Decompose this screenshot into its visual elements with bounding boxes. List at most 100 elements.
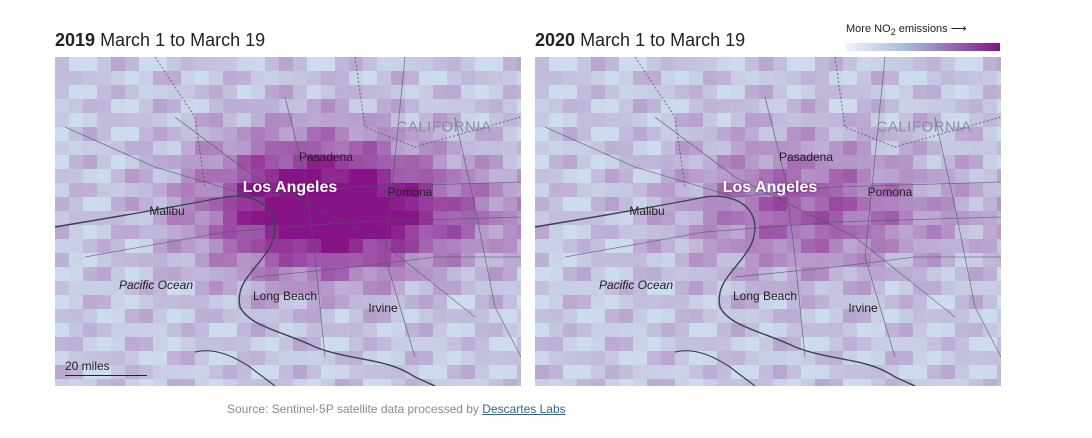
heat-cell	[265, 379, 279, 386]
heat-cell	[335, 267, 349, 281]
heat-cell	[591, 211, 605, 225]
heat-cell	[209, 155, 223, 169]
heat-cell	[661, 169, 675, 183]
heat-cell	[661, 57, 675, 71]
heat-cell	[815, 281, 829, 295]
heat-cell	[731, 309, 745, 323]
heat-cell	[321, 239, 335, 253]
heat-cell	[139, 169, 153, 183]
heat-cell	[475, 197, 489, 211]
heat-cell	[223, 113, 237, 127]
heat-cell	[153, 197, 167, 211]
heat-cell	[927, 351, 941, 365]
heat-cell	[335, 211, 349, 225]
heat-cell	[689, 85, 703, 99]
heat-cell	[363, 85, 377, 99]
heat-cell	[503, 225, 517, 239]
heat-cell	[535, 295, 549, 309]
heat-cell	[703, 365, 717, 379]
heat-cell	[941, 225, 955, 239]
heat-cell	[209, 295, 223, 309]
heat-cell	[619, 365, 633, 379]
heat-cell	[759, 197, 773, 211]
heat-cell	[661, 99, 675, 113]
heat-cell	[377, 239, 391, 253]
heat-cell	[647, 113, 661, 127]
label-pacific-ocean: Pacific Ocean	[598, 278, 674, 292]
heat-cell	[703, 85, 717, 99]
heat-cell	[731, 99, 745, 113]
heat-cell	[391, 197, 405, 211]
heat-cell	[703, 295, 717, 309]
heat-cell	[349, 57, 363, 71]
heat-cell	[899, 267, 913, 281]
heat-cell	[885, 169, 899, 183]
heat-cell	[209, 337, 223, 351]
heat-cell	[349, 379, 363, 386]
heat-cell	[433, 225, 447, 239]
heat-cell	[913, 113, 927, 127]
heat-cell	[787, 351, 801, 365]
heat-cell	[549, 57, 563, 71]
heat-cell	[661, 141, 675, 155]
heat-cell	[871, 71, 885, 85]
heat-cell	[717, 379, 731, 386]
heat-cell	[969, 281, 983, 295]
heat-cell	[447, 85, 461, 99]
heat-cell	[633, 225, 647, 239]
heat-cell	[787, 295, 801, 309]
heat-cell	[955, 99, 969, 113]
heat-cell	[633, 337, 647, 351]
heat-cell	[335, 99, 349, 113]
heat-cell	[391, 365, 405, 379]
heat-cell	[619, 323, 633, 337]
heat-cell	[419, 197, 433, 211]
heat-cell	[237, 295, 251, 309]
heat-cell	[591, 337, 605, 351]
heat-cell	[405, 365, 419, 379]
heat-cell	[535, 253, 549, 267]
heat-cell	[899, 309, 913, 323]
heat-cell	[591, 197, 605, 211]
heat-cell	[647, 225, 661, 239]
heat-cell	[955, 183, 969, 197]
heat-cell	[787, 197, 801, 211]
heat-cell	[899, 183, 913, 197]
heat-cell	[577, 295, 591, 309]
heat-cell	[843, 309, 857, 323]
heat-cell	[535, 197, 549, 211]
heat-cell	[461, 323, 475, 337]
heat-cell	[167, 57, 181, 71]
heat-cell	[857, 309, 871, 323]
heat-cell	[717, 365, 731, 379]
heat-cell	[815, 337, 829, 351]
heat-cell	[125, 253, 139, 267]
heat-cell	[405, 57, 419, 71]
heat-cell	[111, 99, 125, 113]
heat-cell	[237, 85, 251, 99]
heat-cell	[535, 71, 549, 85]
heat-cell	[885, 71, 899, 85]
heat-cell	[489, 169, 503, 183]
heat-cell	[265, 57, 279, 71]
heat-cell	[605, 57, 619, 71]
heat-cell	[321, 57, 335, 71]
heat-cell	[237, 197, 251, 211]
heat-cell	[195, 295, 209, 309]
label-long-beach: Long Beach	[732, 289, 798, 303]
heat-cell	[139, 71, 153, 85]
heat-cell	[885, 113, 899, 127]
heat-cell	[97, 155, 111, 169]
heat-cell	[703, 197, 717, 211]
heat-cell	[517, 197, 521, 211]
heat-cell	[661, 351, 675, 365]
heat-cell	[619, 71, 633, 85]
heat-cell	[983, 309, 997, 323]
heat-cell	[153, 365, 167, 379]
heat-cell	[689, 253, 703, 267]
heat-cell	[843, 71, 857, 85]
heat-cell	[969, 323, 983, 337]
descartes-labs-link[interactable]: Descartes Labs	[482, 402, 566, 416]
heat-cell	[927, 281, 941, 295]
heat-cell	[773, 211, 787, 225]
